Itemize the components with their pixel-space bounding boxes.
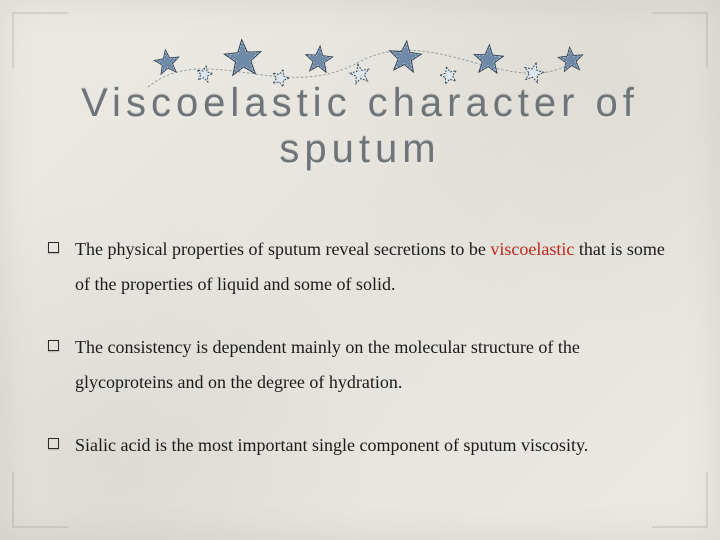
star-icon	[557, 46, 584, 72]
star-icon	[304, 45, 333, 73]
bullet-text: Sialic acid is the most important single…	[75, 428, 672, 463]
corner-ornament-tl	[12, 12, 68, 68]
corner-ornament-tr	[652, 12, 708, 68]
star-icon	[473, 44, 504, 73]
bullet-item: The physical properties of sputum reveal…	[48, 232, 672, 302]
star-icon	[153, 48, 180, 74]
slide-title-line2: sputum	[0, 126, 720, 172]
bullet-text-pre: Sialic acid is the most important single…	[75, 435, 588, 455]
bullet-marker-icon	[48, 438, 59, 449]
bullet-marker-icon	[48, 340, 59, 351]
star-icon	[223, 38, 262, 75]
bullet-text-pre: The physical properties of sputum reveal…	[75, 239, 490, 259]
bullet-item: Sialic acid is the most important single…	[48, 428, 672, 463]
bullet-text-pre: The consistency is dependent mainly on t…	[75, 337, 580, 392]
bullet-item: The consistency is dependent mainly on t…	[48, 330, 672, 400]
slide-title: Viscoelastic character of sputum	[0, 80, 720, 172]
bullet-list: The physical properties of sputum reveal…	[48, 232, 672, 491]
slide-title-line1: Viscoelastic character of	[0, 80, 720, 126]
star-icon	[388, 39, 423, 72]
bullet-text: The consistency is dependent mainly on t…	[75, 330, 672, 400]
bullet-text-highlight: viscoelastic	[490, 239, 574, 259]
bullet-marker-icon	[48, 242, 59, 253]
bullet-text: The physical properties of sputum reveal…	[75, 232, 672, 302]
